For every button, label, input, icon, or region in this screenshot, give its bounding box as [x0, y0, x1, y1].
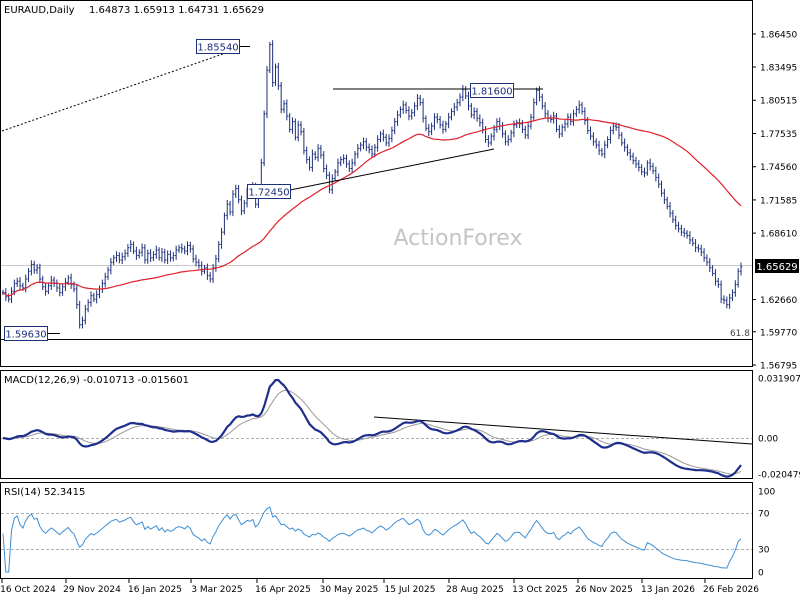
- watermark: ActionForex: [394, 226, 523, 251]
- x-tick-label: 26 Feb 2026: [703, 585, 759, 595]
- x-tick-label: 28 Aug 2025: [446, 585, 504, 595]
- macd-y-tick-label: 0.031907: [758, 375, 800, 385]
- last-price-label: 1.65629: [756, 262, 797, 273]
- macd-panel-frame: [0, 370, 753, 479]
- price-y-tick-label: 1.68610: [760, 230, 797, 240]
- price-y-tick-label: 1.80515: [760, 97, 797, 107]
- rsi-panel-frame: [0, 482, 753, 579]
- macd-y-tick-label: 0.00: [758, 435, 778, 445]
- price-y-tick-label: 1.77535: [760, 130, 797, 140]
- price-y-tick-label: 1.86450: [760, 31, 797, 41]
- last-price-marker: 1.65629: [755, 259, 799, 273]
- rising-trendline: [289, 148, 495, 191]
- price-y-axis: 1.86450 1.83495 1.80515 1.77535 1.74560 1.715…: [752, 31, 797, 372]
- rsi-line: [2, 506, 742, 573]
- price-y-tick-label: 1.56795: [760, 362, 797, 372]
- x-tick-label: 16 Jan 2025: [128, 585, 182, 595]
- annotation-159630: 1.59630: [4, 326, 60, 341]
- x-tick-label: 26 Nov 2025: [575, 585, 633, 595]
- price-y-tick-label: 1.62660: [760, 296, 797, 306]
- annotation-159630-label: 1.59630: [5, 330, 46, 341]
- annotation-172450-label: 1.72450: [248, 188, 289, 199]
- annotation-172450: 1.72450: [247, 184, 291, 199]
- annotation-185540: 1.85540: [196, 39, 250, 54]
- ohlc-values: 1.64873 1.65913 1.64731 1.65629: [89, 5, 264, 16]
- macd-y-tick-label: -0.020479: [758, 471, 800, 481]
- rsi-y-axis: 100 70 30 0: [758, 488, 775, 579]
- price-panel-frame: [0, 0, 753, 367]
- rsi-y-tick-label: 0: [758, 569, 764, 579]
- fib-61-8-label: 61.8: [730, 329, 750, 339]
- x-tick-label: 3 Mar 2025: [191, 585, 242, 595]
- macd-y-axis: 0.031907 0.00 -0.020479: [758, 375, 800, 481]
- x-tick-label: 13 Jan 2026: [641, 585, 695, 595]
- annotation-181600: 1.81600: [470, 83, 514, 98]
- x-tick-label: 30 May 2025: [320, 585, 379, 595]
- x-tick-label: 13 Oct 2025: [512, 585, 568, 595]
- macd-main-line: [2, 378, 742, 478]
- x-axis: 16 Oct 2024 29 Nov 2024 16 Jan 2025 3 Mar 2…: [0, 579, 759, 595]
- x-tick-label: 15 Jul 2025: [385, 585, 436, 595]
- price-y-tick-label: 1.83495: [760, 63, 797, 73]
- rsi-title: RSI(14) 52.3415: [4, 487, 85, 498]
- rsi-y-tick-label: 30: [758, 546, 770, 556]
- macd-trendline: [373, 416, 753, 445]
- moving-average-line: [2, 117, 742, 297]
- annotation-185540-label: 1.85540: [197, 43, 238, 54]
- price-y-tick-label: 1.59770: [760, 328, 797, 338]
- x-tick-label: 16 Oct 2024: [0, 585, 56, 595]
- x-tick-label: 16 Apr 2025: [255, 585, 311, 595]
- annotation-181600-label: 1.81600: [471, 87, 512, 98]
- price-y-tick-label: 1.74560: [760, 163, 797, 173]
- instrument-title: EURAUD,Daily: [4, 5, 75, 16]
- x-tick-label: 29 Nov 2024: [63, 585, 121, 595]
- rsi-y-tick-label: 70: [758, 510, 770, 520]
- macd-title: MACD(12,26,9) -0.010713 -0.015601: [4, 375, 189, 386]
- price-y-tick-label: 1.71585: [760, 196, 797, 206]
- rsi-y-tick-label: 100: [758, 488, 775, 498]
